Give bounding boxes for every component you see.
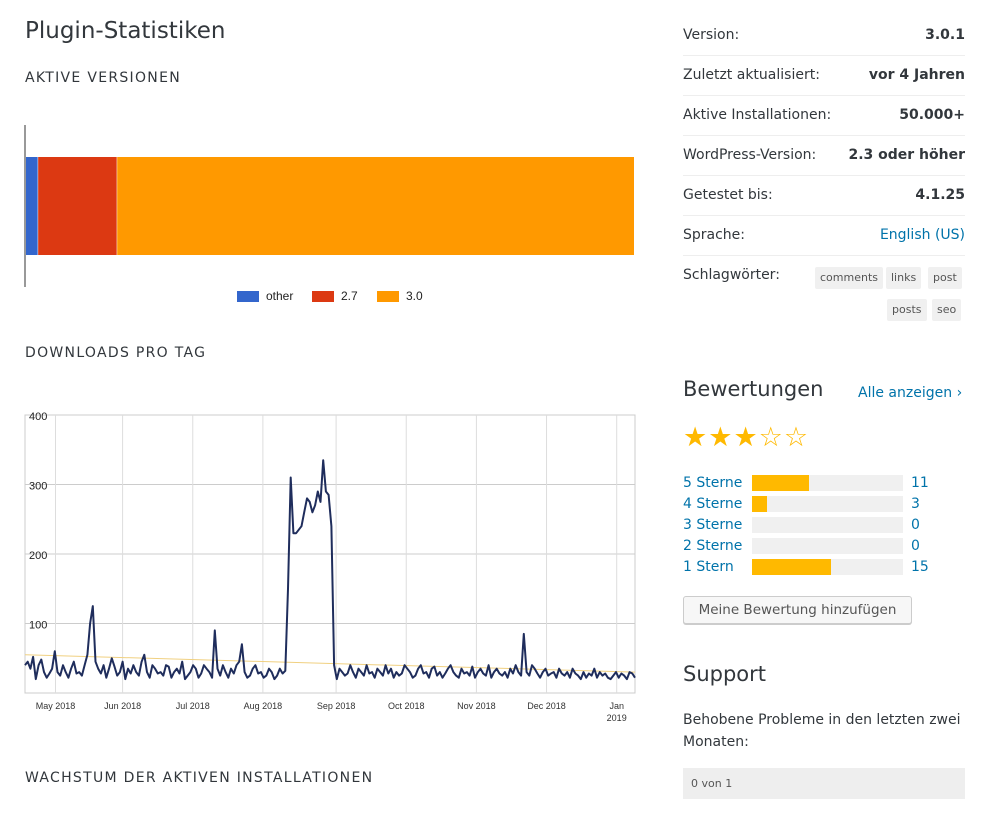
- add-review-button[interactable]: Meine Bewertung hinzufügen: [683, 596, 912, 624]
- rating-label[interactable]: 1 Stern: [683, 558, 734, 575]
- tag-seo[interactable]: seo: [932, 299, 962, 321]
- meta-label: Version:: [683, 27, 740, 43]
- y-tick-label: 100: [29, 620, 47, 632]
- x-tick-label: Dec 2018: [527, 701, 566, 711]
- bar-3.0: [117, 157, 634, 255]
- rating-label[interactable]: 2 Sterne: [683, 537, 743, 554]
- meta-label: Zuletzt aktualisiert:: [683, 67, 820, 83]
- downloads-chart: May 2018 Jun 2018 Jul 2018 Aug 2018 Sep 2018…: [24, 411, 636, 723]
- rating-bar: [752, 558, 903, 575]
- bar-other: [26, 157, 39, 255]
- view-all-ratings-link[interactable]: Alle anzeigen ›: [858, 385, 963, 401]
- support-text: Behobene Probleme in den letzten zwei Mo…: [683, 712, 961, 750]
- rating-count: 3: [911, 495, 920, 512]
- legend-2-7: 2.7: [312, 289, 358, 303]
- ratings-heading: Bewertungen: [683, 377, 824, 401]
- rating-label[interactable]: 3 Sterne: [683, 516, 743, 533]
- rating-count: 11: [911, 474, 929, 491]
- star-empty-icon: ☆: [783, 422, 810, 453]
- x-tick-label: Aug 2018: [244, 701, 283, 711]
- rating-row[interactable]: 3 Sterne 0: [683, 514, 965, 535]
- meta-value: 3.0.1: [925, 27, 965, 43]
- page-title: Plugin-Statistiken: [25, 18, 226, 44]
- rating-row[interactable]: 2 Sterne 0: [683, 535, 965, 556]
- x-tick-label: Sep 2018: [317, 701, 356, 711]
- rating-count: 15: [911, 558, 929, 575]
- meta-label: WordPress-Version:: [683, 147, 817, 163]
- meta-label: Aktive Installationen:: [683, 107, 832, 123]
- tags-label: Schlagwörter:: [683, 267, 780, 283]
- meta-label: Getestet bis:: [683, 187, 773, 203]
- rating-row[interactable]: 4 Sterne 3: [683, 493, 965, 514]
- rating-bar: [752, 495, 903, 512]
- support-status-bar: 0 von 1: [683, 768, 965, 799]
- section-active-versions: AKTIVE VERSIONEN: [25, 70, 182, 86]
- meta-row: Getestet bis: 4.1.25: [683, 175, 965, 216]
- meta-value: 2.3 oder höher: [848, 147, 965, 163]
- downloads-line: [24, 459, 636, 681]
- tag-posts[interactable]: posts: [887, 299, 927, 321]
- y-tick-label: 200: [29, 550, 47, 562]
- meta-row: WordPress-Version: 2.3 oder höher: [683, 135, 965, 176]
- trend-line: [24, 654, 636, 673]
- meta-row: Aktive Installationen: 50.000+: [683, 95, 965, 136]
- x-tick-label: 2019: [607, 713, 627, 723]
- section-downloads-per-day: DOWNLOADS PRO TAG: [25, 345, 207, 361]
- tag-post[interactable]: post: [928, 267, 962, 289]
- x-tick-label: Oct 2018: [388, 701, 425, 711]
- rating-label[interactable]: 5 Sterne: [683, 474, 743, 491]
- x-tick-label: Jul 2018: [176, 701, 210, 711]
- active-versions-chart: [24, 125, 634, 287]
- chevron-right-icon: ›: [956, 385, 963, 401]
- star-rating: ★★★☆☆: [683, 422, 809, 453]
- meta-row: Version: 3.0.1: [683, 15, 965, 56]
- rating-row[interactable]: 1 Stern 15: [683, 556, 965, 577]
- star-filled-icon: ★: [708, 422, 734, 453]
- star-empty-icon: ☆: [758, 422, 784, 453]
- rating-bar: [752, 537, 903, 554]
- support-heading: Support: [683, 662, 767, 686]
- x-tick-label: May 2018: [36, 701, 76, 711]
- x-tick-label: Jan: [609, 701, 624, 711]
- meta-row: Zuletzt aktualisiert: vor 4 Jahren: [683, 55, 965, 96]
- y-tick-label: 300: [29, 481, 47, 493]
- rating-bar: [752, 516, 903, 533]
- legend-3-0: 3.0: [377, 289, 423, 303]
- language-link[interactable]: English (US): [879, 227, 965, 243]
- x-tick-label: Nov 2018: [457, 701, 496, 711]
- rating-bar: [752, 474, 903, 491]
- y-tick-label: 400: [29, 411, 47, 423]
- rating-label[interactable]: 4 Sterne: [683, 495, 743, 512]
- tag-comments[interactable]: comments: [815, 267, 883, 289]
- tag-links[interactable]: links: [886, 267, 922, 289]
- meta-value: 4.1.25: [915, 187, 965, 203]
- section-growth: WACHSTUM DER AKTIVEN INSTALLATIONEN: [25, 770, 374, 786]
- rating-count: 0: [911, 537, 920, 554]
- meta-value: vor 4 Jahren: [868, 67, 965, 83]
- rating-count: 0: [911, 516, 920, 533]
- star-filled-icon: ★: [733, 422, 759, 453]
- meta-label: Sprache:: [683, 227, 746, 243]
- rating-row[interactable]: 5 Sterne 11: [683, 472, 965, 493]
- x-tick-label: Jun 2018: [104, 701, 141, 711]
- meta-value: 50.000+: [899, 107, 965, 123]
- legend-other: other: [237, 289, 293, 303]
- star-filled-icon: ★: [683, 422, 709, 453]
- bar-2.7: [38, 157, 118, 255]
- meta-row: Sprache: English (US): [683, 215, 965, 256]
